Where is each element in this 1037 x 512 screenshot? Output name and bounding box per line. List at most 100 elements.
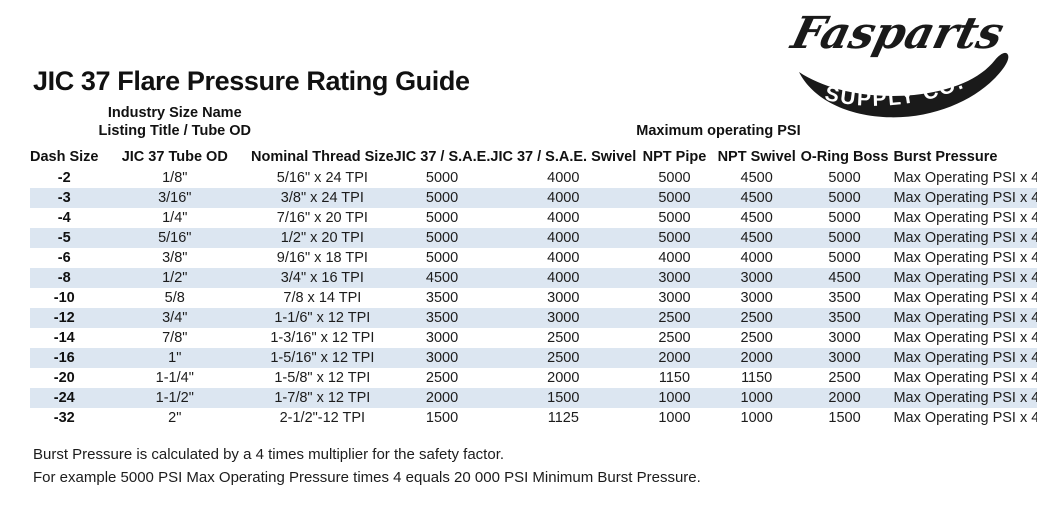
column-header: NPT Swivel [717, 149, 796, 165]
table-cell: 5000 [425, 190, 459, 206]
table-cell: 3/8" [162, 250, 188, 266]
table-cell: 2500 [425, 370, 459, 386]
industry-size-name-header: Industry Size Name [107, 105, 242, 121]
table-cell: Max Operating PSI x 4 [893, 170, 1037, 186]
table-cell: 1" [168, 350, 182, 366]
fasparts-logo-graphic: Fasparts Supply co. [786, 7, 1009, 118]
table-cell: 3000 [425, 330, 459, 346]
table-cell: 5000 [658, 170, 691, 186]
table-row: -10 5/8 7/8 x 14 TPI 3500 3000 3000 3000 3500 Ma… [30, 288, 1037, 308]
table-cell: 3000 [547, 310, 580, 326]
table-cell: 3000 [740, 290, 773, 306]
column-header: Burst Pressure [893, 149, 998, 165]
table-cell: Max Operating PSI x 4 [893, 390, 1037, 406]
table-cell: 3500 [828, 310, 861, 326]
table-cell: 4000 [547, 210, 580, 226]
table-cell: 4000 [547, 170, 580, 186]
table-cell: 7/8 x 14 TPI [283, 290, 362, 306]
table-cell: 3000 [658, 290, 691, 306]
footnote-line-1: Burst Pressure is calculated by a 4 time… [33, 446, 505, 463]
table-cell: 2000 [740, 350, 773, 366]
table-cell: 3000 [547, 290, 580, 306]
table-row: -32 2" 2-1/2"-12 TPI 1500 1125 1000 1000 1500 Ma… [30, 408, 1037, 428]
table-cell: 4000 [547, 190, 580, 206]
table-cell: 2500 [658, 330, 691, 346]
table-cell: 5000 [658, 210, 691, 226]
table-cell: 1500 [828, 410, 861, 426]
table-cell: 2500 [547, 350, 580, 366]
table-cell: 5000 [658, 230, 691, 246]
table-row: -6 3/8" 9/16" x 18 TPI 5000 4000 4000 4000 5000… [30, 248, 1037, 268]
table-cell: 3500 [425, 310, 459, 326]
table-cell: 2500 [547, 330, 580, 346]
table-cell: 2000 [658, 350, 691, 366]
table-row: -8 1/2" 3/4" x 16 TPI 4500 4000 3000 3000 4500 M… [30, 268, 1037, 288]
table-cell: 5/16" x 24 TPI [276, 170, 368, 186]
table-cell: 7/8" [162, 330, 188, 346]
dash-size-cell: -20 [53, 370, 75, 386]
table-cell: 5000 [425, 250, 459, 266]
table-cell: 3/16" [158, 190, 192, 206]
table-cell: 4500 [828, 270, 861, 286]
table-cell: 1-1/2" [155, 390, 194, 406]
table-cell: 5000 [828, 210, 861, 226]
table-cell: 2-1/2"-12 TPI [279, 410, 366, 426]
column-header: Nominal Thread Size [251, 149, 394, 165]
dash-size-cell: -16 [53, 350, 75, 366]
footnote-line-2: For example 5000 PSI Max Operating Press… [33, 468, 701, 486]
table-cell: 2500 [658, 310, 691, 326]
table-cell: Max Operating PSI x 4 [893, 310, 1037, 326]
column-header: JIC 37 / S.A.E. Swivel [490, 149, 637, 165]
table-cell: 4000 [547, 250, 580, 266]
pressure-rating-table: Industry Size Name Listing Title / Tube … [30, 104, 1037, 428]
table-cell: 5/8 [164, 290, 185, 306]
table-cell: 5000 [425, 230, 459, 246]
table-cell: Max Operating PSI x 4 [893, 230, 1037, 246]
table-cell: Max Operating PSI x 4 [893, 270, 1037, 286]
table-cell: 3/4" [162, 310, 188, 326]
table-cell: 4500 [425, 270, 459, 286]
table-row: -24 1-1/2" 1-7/8" x 12 TPI 2000 1500 1000 1000… [30, 388, 1037, 408]
table-cell: 4000 [547, 230, 580, 246]
table-cell: Max Operating PSI x 4 [893, 190, 1037, 206]
table-cell: 3/4" x 16 TPI [280, 270, 364, 286]
table-cell: 5000 [828, 250, 861, 266]
table-cell: 2" [168, 410, 182, 426]
table-cell: 4000 [658, 250, 691, 266]
max-operating-psi-header: Maximum operating PSI [636, 123, 801, 139]
table-cell: 4500 [740, 230, 773, 246]
table-row: -16 1" 1-5/16" x 12 TPI 3000 2500 2000 2000 300… [30, 348, 1037, 368]
table-cell: 5000 [425, 170, 459, 186]
table-cell: 5000 [828, 190, 861, 206]
page-title: JIC 37 Flare Pressure Rating Guide [33, 66, 470, 96]
footnotes: Burst Pressure is calculated by a 4 time… [33, 444, 701, 489]
dash-size-cell: -14 [53, 330, 75, 346]
table-cell: 2500 [828, 370, 861, 386]
table-row: -12 3/4" 1-1/6" x 12 TPI 3500 3000 2500 2500 35… [30, 308, 1037, 328]
table-cell: 1/2" [162, 270, 188, 286]
table-cell: 1125 [547, 410, 579, 426]
header-row-industry: Industry Size Name [30, 104, 1037, 121]
table-cell: Max Operating PSI x 4 [893, 350, 1037, 366]
table-cell: 5000 [828, 170, 861, 186]
dash-size-cell: -3 [57, 190, 71, 206]
table-cell: 1-5/16" x 12 TPI [270, 350, 375, 366]
table-row: -3 3/16" 3/8" x 24 TPI 5000 4000 5000 4500 5000… [30, 188, 1037, 208]
dash-size-cell: -10 [53, 290, 75, 306]
table-cell: 2500 [740, 310, 773, 326]
dash-size-cell: -5 [57, 230, 71, 246]
table-cell: 4500 [740, 210, 773, 226]
logo-wordmark: Fasparts [786, 7, 1009, 59]
table-cell: 5/16" [158, 230, 192, 246]
table-cell: 1000 [658, 390, 691, 406]
table-row: -2 1/8" 5/16" x 24 TPI 5000 4000 5000 4500 5000… [30, 168, 1037, 188]
table-cell: 1/2" x 20 TPI [280, 230, 364, 246]
table-cell: 3000 [828, 350, 861, 366]
dash-size-cell: -2 [57, 170, 71, 186]
table-cell: 1-3/16" x 12 TPI [270, 330, 375, 346]
column-header: Dash Size [30, 149, 99, 165]
table-cell: 1150 [741, 370, 773, 386]
table-cell: 2000 [547, 370, 580, 386]
table-cell: 9/16" x 18 TPI [276, 250, 368, 266]
